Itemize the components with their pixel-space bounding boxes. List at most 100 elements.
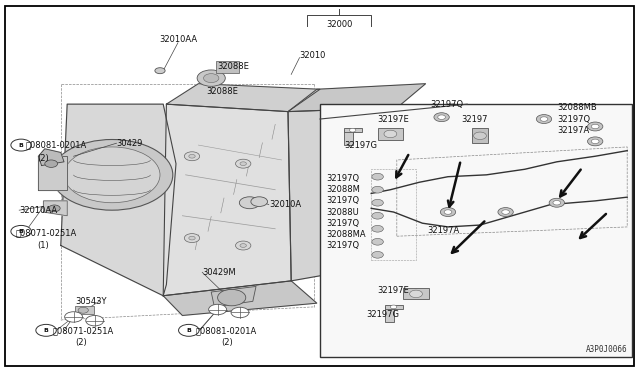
Bar xyxy=(320,104,632,357)
Circle shape xyxy=(45,160,58,167)
Circle shape xyxy=(204,74,219,83)
Circle shape xyxy=(591,124,599,129)
Circle shape xyxy=(464,132,496,151)
Circle shape xyxy=(372,186,383,193)
Circle shape xyxy=(549,198,564,207)
Text: 32010: 32010 xyxy=(300,51,326,60)
Polygon shape xyxy=(454,130,486,153)
Circle shape xyxy=(218,289,246,306)
Text: A3P0J0066: A3P0J0066 xyxy=(586,345,627,354)
Text: 32000: 32000 xyxy=(326,20,353,29)
Text: 32197A: 32197A xyxy=(557,126,589,135)
Circle shape xyxy=(371,143,474,203)
Circle shape xyxy=(189,236,195,240)
Text: 32088M: 32088M xyxy=(326,185,360,194)
Circle shape xyxy=(251,197,268,206)
Circle shape xyxy=(11,139,31,151)
Circle shape xyxy=(372,225,383,232)
Circle shape xyxy=(360,170,370,176)
Text: 30543Y: 30543Y xyxy=(75,297,106,306)
Text: 30429: 30429 xyxy=(116,139,143,148)
Circle shape xyxy=(184,152,200,161)
Circle shape xyxy=(438,115,445,119)
Text: 32197Q: 32197Q xyxy=(326,241,360,250)
Bar xyxy=(385,307,394,322)
Circle shape xyxy=(536,115,552,124)
Text: (2): (2) xyxy=(76,339,87,347)
Circle shape xyxy=(36,324,56,336)
Circle shape xyxy=(78,307,88,313)
Circle shape xyxy=(588,122,603,131)
Polygon shape xyxy=(44,201,67,216)
Bar xyxy=(403,288,429,299)
Polygon shape xyxy=(211,286,256,307)
Text: B: B xyxy=(19,229,24,234)
Text: 32197Q: 32197Q xyxy=(557,115,590,124)
Polygon shape xyxy=(38,156,67,190)
Circle shape xyxy=(474,132,486,140)
Polygon shape xyxy=(390,104,461,262)
Text: (2): (2) xyxy=(37,154,49,163)
Circle shape xyxy=(239,197,260,209)
Text: 32197Q: 32197Q xyxy=(326,174,360,183)
Circle shape xyxy=(394,156,451,190)
Circle shape xyxy=(197,70,225,86)
Text: 32010A: 32010A xyxy=(269,200,301,209)
Circle shape xyxy=(65,312,83,322)
Bar xyxy=(385,305,403,309)
Circle shape xyxy=(372,212,383,219)
Circle shape xyxy=(475,170,485,176)
Text: 32197G: 32197G xyxy=(344,141,378,150)
Circle shape xyxy=(553,201,561,205)
Circle shape xyxy=(231,307,249,318)
Bar xyxy=(75,306,94,314)
Text: 32088E: 32088E xyxy=(207,87,239,96)
Text: 32010AA: 32010AA xyxy=(159,35,197,44)
Circle shape xyxy=(390,305,397,309)
Text: B: B xyxy=(186,328,191,333)
Text: 32197: 32197 xyxy=(461,115,487,124)
Text: 32197A: 32197A xyxy=(428,226,460,235)
Text: 32088U: 32088U xyxy=(326,208,359,217)
Polygon shape xyxy=(163,281,317,315)
Text: 32088MB: 32088MB xyxy=(557,103,596,112)
Circle shape xyxy=(86,315,104,326)
Text: 30429M: 30429M xyxy=(202,268,236,277)
Text: 32197E: 32197E xyxy=(378,115,410,124)
Circle shape xyxy=(434,113,449,122)
Bar xyxy=(344,128,362,132)
Circle shape xyxy=(444,210,452,214)
Text: 32197Q: 32197Q xyxy=(430,100,463,109)
Text: B: B xyxy=(44,328,49,333)
Circle shape xyxy=(179,324,199,336)
Circle shape xyxy=(410,290,422,298)
Text: Ⓑ08081-0201A: Ⓑ08081-0201A xyxy=(195,327,257,336)
Circle shape xyxy=(184,234,200,243)
Circle shape xyxy=(11,225,31,237)
Text: (2): (2) xyxy=(221,339,232,347)
Polygon shape xyxy=(288,84,426,112)
Text: B: B xyxy=(19,142,24,148)
Circle shape xyxy=(49,205,60,212)
Circle shape xyxy=(588,137,603,146)
Circle shape xyxy=(240,244,246,247)
Polygon shape xyxy=(288,108,397,281)
Circle shape xyxy=(502,210,509,214)
Text: (1): (1) xyxy=(37,241,49,250)
Polygon shape xyxy=(61,104,176,296)
Circle shape xyxy=(376,146,387,152)
Text: Ⓑ08071-0251A: Ⓑ08071-0251A xyxy=(16,228,77,237)
Circle shape xyxy=(209,304,227,315)
Circle shape xyxy=(591,139,599,144)
Text: 32010AA: 32010AA xyxy=(19,206,58,215)
Circle shape xyxy=(236,241,251,250)
Bar xyxy=(216,61,239,73)
Circle shape xyxy=(155,68,165,74)
Circle shape xyxy=(64,147,160,203)
Text: 32197E: 32197E xyxy=(378,286,410,295)
Text: Ⓑ08071-0251A: Ⓑ08071-0251A xyxy=(52,327,114,336)
Circle shape xyxy=(51,140,173,210)
Bar xyxy=(472,128,488,143)
Bar xyxy=(344,130,353,145)
Circle shape xyxy=(349,128,356,132)
